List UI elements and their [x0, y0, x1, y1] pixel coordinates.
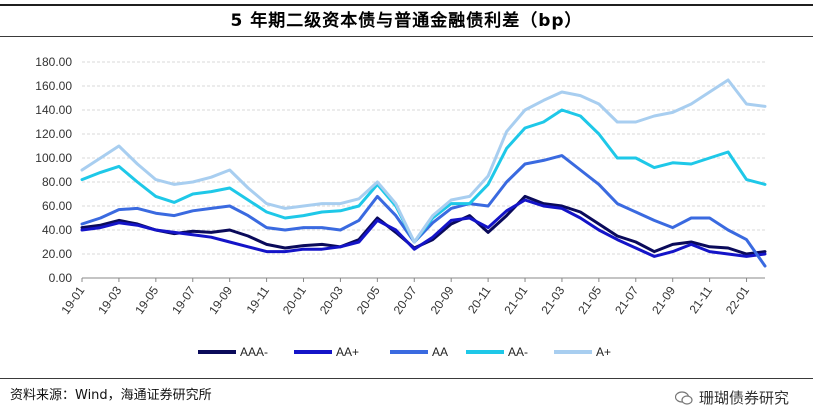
- legend-item: AA+: [294, 342, 359, 362]
- legend: AAA- AA+ AA AA- A+: [0, 342, 813, 362]
- series-line-a-plus: [80, 78, 767, 244]
- x-tick-label: 19-09: [206, 283, 235, 316]
- legend-item: A+: [554, 342, 611, 362]
- legend-swatch: [294, 350, 332, 354]
- legend-item: AA-: [466, 342, 528, 362]
- legend-swatch: [198, 350, 236, 354]
- y-tick-label: 0.00: [49, 271, 73, 285]
- series-lines: [80, 78, 767, 268]
- x-axis-tick-labels: 19-01 19-03 19-05 19-07 19-09 19-11 20-01 20-03…: [58, 278, 752, 317]
- x-tick-label: 19-01: [58, 283, 87, 316]
- x-tick-label: 20-05: [354, 283, 383, 316]
- watermark-text: 珊瑚债券研究: [698, 389, 789, 407]
- source-note: 资料来源：Wind，海通证券研究所: [10, 388, 212, 403]
- x-tick-label: 22-01: [723, 283, 752, 316]
- legend-label: A+: [596, 345, 612, 359]
- bottom-rule: [0, 378, 813, 379]
- watermark: 珊瑚债券研究: [674, 387, 789, 408]
- x-tick-label: 19-05: [132, 283, 161, 316]
- x-tick-label: 21-03: [538, 283, 567, 316]
- x-tick-label: 19-03: [95, 283, 124, 316]
- x-tick-label: 20-07: [391, 283, 420, 316]
- legend-swatch: [466, 350, 504, 354]
- y-tick-label: 180.00: [35, 55, 72, 69]
- series-line-aa-plus: [80, 198, 767, 258]
- legend-label: AAA-: [240, 345, 269, 359]
- x-tick-label: 21-09: [649, 283, 678, 316]
- legend-swatch: [390, 350, 428, 354]
- chart-title: 5 年期二级资本债与普通金融债利差（bp）: [230, 11, 583, 31]
- y-tick-label: 160.00: [35, 79, 72, 93]
- y-tick-label: 40.00: [42, 223, 72, 237]
- y-tick-label: 80.00: [42, 175, 72, 189]
- top-rule: [0, 4, 813, 6]
- x-tick-label: 21-11: [687, 283, 716, 316]
- line-chart: 0.00 20.00 40.00 60.00 80.00 100.00 120.00 140.…: [35, 55, 767, 317]
- x-tick-label: 21-01: [501, 283, 530, 316]
- x-tick-label: 20-01: [280, 283, 309, 316]
- title-rule: [0, 36, 813, 37]
- y-axis-tick-labels: 0.00 20.00 40.00 60.00 80.00 100.00 120.00 140.…: [35, 55, 72, 285]
- x-tick-label: 20-11: [465, 283, 494, 316]
- wechat-icon: [674, 390, 693, 405]
- legend-label: AA+: [336, 345, 360, 359]
- x-tick-label: 20-03: [317, 283, 346, 316]
- y-tick-label: 60.00: [42, 199, 72, 213]
- x-tick-label: 19-07: [169, 283, 198, 316]
- legend-item: AAA-: [198, 342, 268, 362]
- legend-item: AA: [390, 342, 448, 362]
- legend-swatch: [554, 350, 592, 354]
- y-tick-label: 20.00: [42, 247, 72, 261]
- x-tick-label: 21-05: [575, 283, 604, 316]
- x-tick-label: 21-07: [612, 283, 641, 316]
- legend-label: AA: [432, 345, 449, 359]
- x-tick-label: 19-11: [243, 283, 272, 316]
- y-tick-label: 120.00: [35, 127, 72, 141]
- x-tick-label: 20-09: [428, 283, 457, 316]
- y-tick-label: 100.00: [35, 151, 72, 165]
- y-tick-label: 140.00: [35, 103, 72, 117]
- legend-label: AA-: [508, 345, 529, 359]
